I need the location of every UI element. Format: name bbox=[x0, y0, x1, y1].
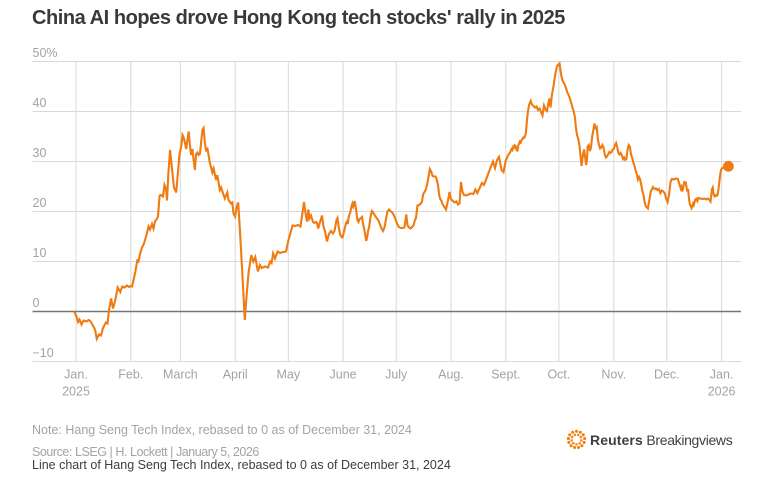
svg-text:30: 30 bbox=[33, 146, 47, 160]
svg-text:2026: 2026 bbox=[708, 385, 736, 399]
svg-text:20: 20 bbox=[33, 196, 47, 210]
svg-text:Nov.: Nov. bbox=[601, 368, 626, 382]
svg-text:March: March bbox=[163, 368, 198, 382]
svg-text:Jan.: Jan. bbox=[710, 368, 734, 382]
svg-text:Oct.: Oct. bbox=[547, 368, 570, 382]
svg-text:Dec.: Dec. bbox=[654, 368, 680, 382]
svg-text:40: 40 bbox=[33, 96, 47, 110]
svg-text:Sept.: Sept. bbox=[491, 368, 520, 382]
svg-text:Aug.: Aug. bbox=[438, 368, 464, 382]
svg-text:May: May bbox=[276, 368, 300, 382]
svg-text:0: 0 bbox=[33, 296, 40, 310]
svg-text:Jan.: Jan. bbox=[64, 368, 88, 382]
svg-text:June: June bbox=[330, 368, 357, 382]
svg-text:July: July bbox=[385, 368, 408, 382]
svg-text:10: 10 bbox=[33, 246, 47, 260]
svg-text:April: April bbox=[223, 368, 248, 382]
svg-text:50%: 50% bbox=[33, 46, 58, 60]
svg-text:Feb.: Feb. bbox=[118, 368, 143, 382]
svg-text:2025: 2025 bbox=[62, 385, 90, 399]
svg-text:−10: −10 bbox=[33, 346, 54, 360]
